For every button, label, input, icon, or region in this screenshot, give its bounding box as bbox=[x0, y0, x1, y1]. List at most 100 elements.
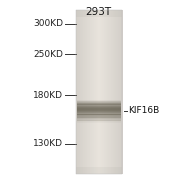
Text: 300KD: 300KD bbox=[33, 19, 63, 28]
Bar bbox=[77, 113, 121, 114]
Bar bbox=[121, 10, 122, 174]
Bar bbox=[108, 10, 109, 174]
Bar bbox=[81, 10, 82, 174]
Bar bbox=[77, 107, 121, 108]
Bar bbox=[78, 10, 79, 174]
Bar bbox=[76, 10, 78, 174]
Bar bbox=[77, 119, 121, 120]
Bar bbox=[85, 10, 86, 174]
Bar bbox=[77, 112, 121, 113]
Bar bbox=[77, 110, 121, 111]
Bar bbox=[84, 10, 85, 174]
Bar bbox=[77, 101, 121, 102]
Bar bbox=[77, 116, 121, 117]
Bar bbox=[77, 103, 121, 104]
Bar bbox=[101, 10, 102, 174]
Bar bbox=[77, 114, 121, 115]
Bar bbox=[87, 10, 88, 174]
Bar bbox=[77, 100, 121, 101]
Bar bbox=[82, 10, 83, 174]
Bar bbox=[90, 10, 92, 174]
Bar bbox=[77, 119, 121, 120]
Bar bbox=[77, 119, 121, 120]
Text: 250KD: 250KD bbox=[33, 50, 63, 59]
Bar bbox=[88, 10, 89, 174]
Bar bbox=[76, 10, 122, 174]
Bar bbox=[103, 10, 104, 174]
Bar bbox=[77, 117, 121, 118]
Bar bbox=[110, 10, 111, 174]
Bar bbox=[120, 10, 121, 174]
Bar bbox=[77, 109, 121, 110]
Bar bbox=[77, 103, 121, 104]
Bar bbox=[77, 111, 121, 112]
Text: 180KD: 180KD bbox=[33, 91, 63, 100]
Bar bbox=[77, 120, 121, 121]
Bar bbox=[107, 10, 108, 174]
Bar bbox=[79, 10, 80, 174]
Bar bbox=[111, 10, 112, 174]
Bar bbox=[119, 10, 120, 174]
Bar bbox=[77, 112, 121, 113]
Bar bbox=[100, 10, 102, 174]
Bar bbox=[77, 115, 121, 116]
Bar bbox=[86, 10, 87, 174]
Bar bbox=[76, 10, 77, 174]
Bar bbox=[77, 122, 121, 123]
Bar bbox=[84, 10, 85, 174]
Bar bbox=[77, 106, 121, 107]
Text: KIF16B: KIF16B bbox=[128, 106, 160, 115]
Bar bbox=[107, 10, 109, 174]
Bar bbox=[95, 10, 96, 174]
Bar bbox=[77, 118, 121, 119]
Bar bbox=[80, 10, 82, 174]
Bar bbox=[114, 10, 116, 174]
Bar bbox=[100, 10, 101, 174]
Bar bbox=[102, 10, 103, 174]
Bar bbox=[89, 10, 90, 174]
Bar bbox=[105, 10, 106, 174]
Bar bbox=[103, 10, 105, 174]
Bar bbox=[90, 10, 91, 174]
Bar bbox=[77, 116, 121, 117]
Bar bbox=[76, 10, 122, 17]
Bar bbox=[77, 113, 121, 114]
Bar bbox=[77, 112, 121, 113]
Bar bbox=[97, 10, 98, 174]
Bar bbox=[93, 10, 94, 174]
Text: 293T: 293T bbox=[85, 7, 111, 17]
Bar bbox=[77, 120, 121, 121]
Bar bbox=[77, 104, 121, 105]
Bar bbox=[77, 10, 78, 174]
Bar bbox=[77, 107, 121, 108]
Bar bbox=[115, 10, 116, 174]
Bar bbox=[77, 114, 121, 115]
Bar bbox=[118, 10, 119, 174]
Bar bbox=[99, 10, 100, 174]
Bar bbox=[96, 10, 97, 174]
Bar bbox=[77, 121, 121, 122]
Bar bbox=[109, 10, 110, 174]
Bar bbox=[97, 10, 98, 174]
Bar bbox=[77, 115, 121, 116]
Bar bbox=[77, 114, 121, 115]
Bar bbox=[77, 102, 121, 103]
Bar bbox=[87, 10, 88, 174]
Bar bbox=[77, 118, 121, 119]
Bar bbox=[114, 10, 115, 174]
Bar bbox=[112, 10, 113, 174]
Bar bbox=[94, 10, 95, 174]
Bar bbox=[106, 10, 107, 174]
Bar bbox=[121, 10, 123, 174]
Bar bbox=[118, 10, 119, 174]
Text: 130KD: 130KD bbox=[33, 139, 63, 148]
Bar bbox=[104, 10, 105, 174]
Bar bbox=[76, 167, 122, 174]
Bar bbox=[92, 10, 93, 174]
Bar bbox=[77, 104, 121, 105]
Bar bbox=[83, 10, 84, 174]
Bar bbox=[77, 108, 121, 109]
Bar bbox=[77, 105, 121, 106]
Bar bbox=[91, 10, 92, 174]
Bar bbox=[77, 115, 121, 116]
